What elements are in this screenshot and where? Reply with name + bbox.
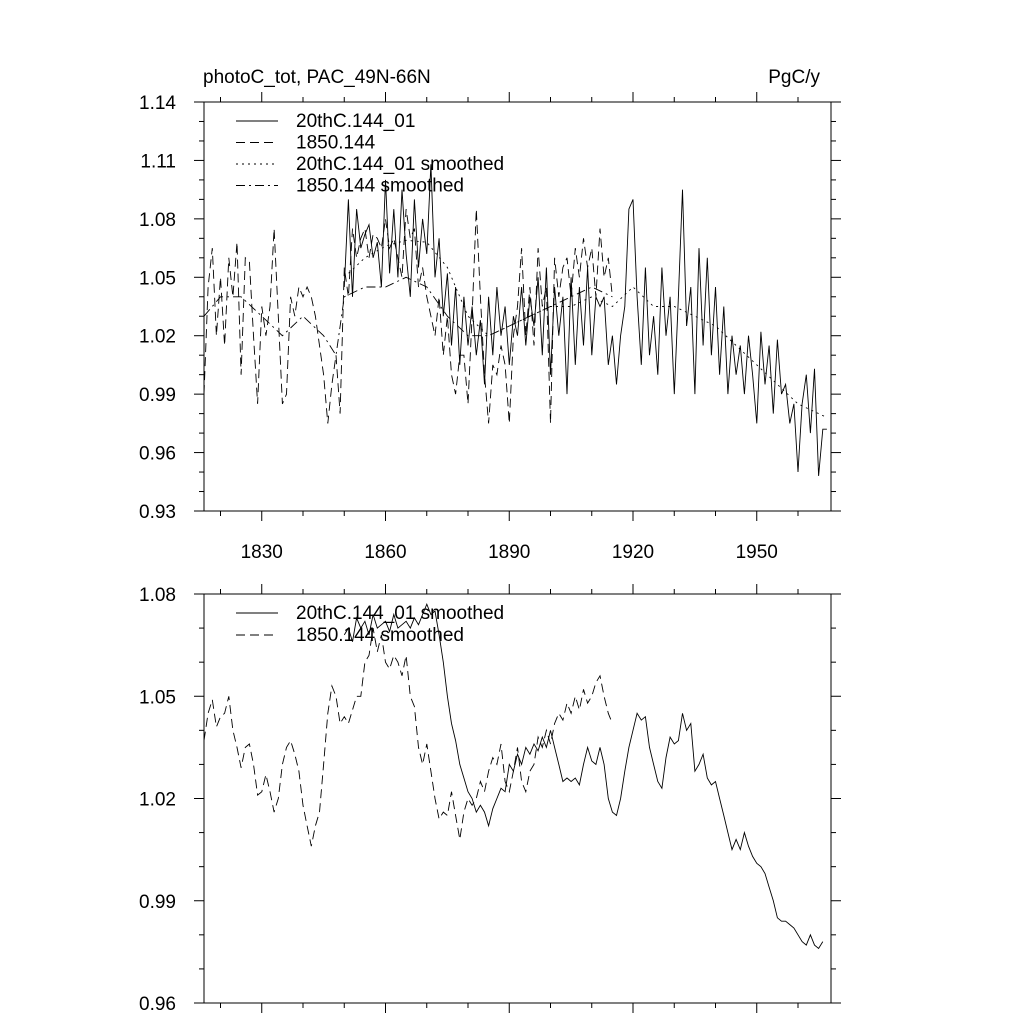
series-line-2 bbox=[203, 628, 613, 847]
y-tick-label: 1.14 bbox=[139, 93, 176, 114]
y-tick-label: 0.96 bbox=[139, 444, 176, 465]
legend-label: 1850.144 smoothed bbox=[296, 176, 464, 197]
legend-label: 1850.144 bbox=[296, 133, 376, 154]
top-panel-title: photoC_tot, PAC_49N-66N bbox=[203, 67, 431, 88]
legend-label: 20thC.144_01 bbox=[296, 111, 415, 132]
y-tick-label: 0.96 bbox=[139, 994, 176, 1015]
y-tick-label: 1.08 bbox=[139, 210, 176, 231]
y-tick-label: 1.02 bbox=[139, 327, 176, 348]
legend-label: 20thC.144_01 smoothed bbox=[296, 603, 504, 624]
bottom-axis-ticks: 0.96 0.99 1.02 1.05 1.08 bbox=[139, 584, 841, 1015]
y-tick-label: 1.08 bbox=[139, 585, 176, 606]
series-line-2 bbox=[203, 209, 613, 424]
y-tick-label: 0.99 bbox=[139, 385, 176, 406]
y-tick-label: 0.99 bbox=[139, 892, 176, 913]
y-tick-label: 0.93 bbox=[139, 502, 176, 523]
x-tick-label: 1860 bbox=[364, 542, 406, 563]
legend-label: 1850.144 smoothed bbox=[296, 625, 464, 646]
series-line-1 bbox=[343, 602, 824, 950]
top-axis-ticks: 1830 1860 1890 1920 1950 0.93 0.96 0.99 1.02 1.05… bbox=[139, 92, 841, 563]
top-panel: photoC_tot, PAC_49N-66N PgC/y 1830 1860 18… bbox=[139, 67, 841, 563]
bottom-plot-frame bbox=[203, 593, 832, 1004]
bottom-data-lines bbox=[203, 602, 824, 950]
x-tick-label: 1920 bbox=[612, 542, 654, 563]
y-tick-label: 1.02 bbox=[139, 790, 176, 811]
x-tick-label: 1830 bbox=[241, 542, 283, 563]
top-panel-units: PgC/y bbox=[768, 67, 820, 88]
series-line-4 bbox=[203, 276, 613, 357]
top-plot-frame bbox=[203, 101, 832, 512]
x-tick-label: 1890 bbox=[488, 542, 530, 563]
series-line-3 bbox=[343, 239, 828, 418]
y-tick-label: 1.11 bbox=[140, 151, 176, 172]
x-tick-label: 1950 bbox=[736, 542, 778, 563]
legend-label: 20thC.144_01 smoothed bbox=[296, 154, 504, 175]
bottom-panel: 0.96 0.99 1.02 1.05 1.08 20thC.144_01 smooth… bbox=[139, 584, 841, 1015]
top-data-lines bbox=[203, 164, 828, 476]
y-tick-label: 1.05 bbox=[139, 687, 176, 708]
y-tick-label: 1.05 bbox=[139, 268, 176, 289]
series-line-1 bbox=[343, 164, 827, 476]
